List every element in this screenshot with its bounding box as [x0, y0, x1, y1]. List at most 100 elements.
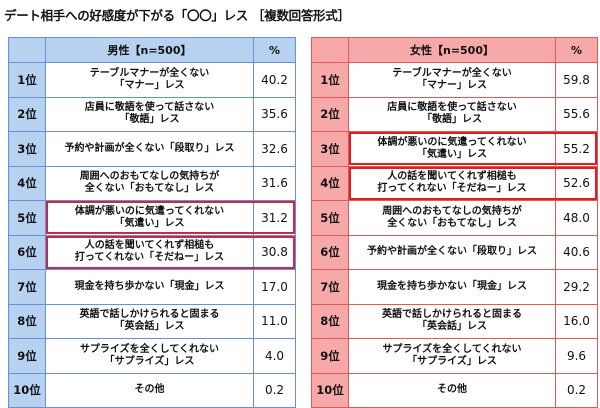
item-line-2: 「敬語」レス — [119, 114, 180, 126]
header-percent: % — [555, 37, 598, 63]
item-line-1: 体調が悪いのに気遣ってくれない — [74, 205, 225, 217]
percent-cell: 55.6 — [555, 96, 598, 132]
rank-cell: 5位 — [311, 200, 349, 236]
percent-cell: 52.6 — [555, 165, 598, 201]
item-cell: テーブルマナーが全くない 「マナー」レス — [45, 62, 254, 98]
item-line-1: 人の話を聞いてくれず相槌も — [387, 171, 517, 183]
item-line-1: その他 — [437, 384, 467, 396]
item-cell: テーブルマナーが全くない 「マナー」レス — [348, 62, 556, 98]
table-row: 2位 店員に敬語を使って話さない 「敬語」レス 35.6 — [8, 96, 296, 132]
item-cell: 体調が悪いのに気遣ってくれない 「気遣い」レス — [45, 200, 254, 236]
item-line-2: 「敬語」レス — [422, 114, 482, 126]
item-cell: 英語で話しかけられると固まる 「英会話」レス — [45, 303, 254, 339]
rank-cell: 3位 — [8, 131, 46, 167]
header-percent: % — [253, 37, 296, 63]
percent-cell: 0.2 — [555, 372, 598, 408]
item-line-1: その他 — [134, 384, 165, 396]
percent-cell: 55.2 — [555, 131, 598, 167]
table-row: 10位 その他 0.2 — [311, 372, 598, 408]
item-line-2: 「英会話」レス — [417, 321, 487, 333]
item-line-1: サプライズを全くしてくれない — [79, 343, 220, 355]
item-cell: その他 — [45, 372, 254, 408]
item-line-1: 英語で話しかけられると固まる — [79, 309, 220, 321]
item-cell: 周囲へのおもてなしの気持ちが 全くない「おもてなし」レス — [45, 165, 254, 201]
item-cell: 店員に敬語を使って話さない 「敬語」レス — [348, 96, 556, 132]
item-cell: 現金を持ち歩かない「現金」レス — [348, 269, 556, 305]
item-line-1: 店員に敬語を使って話さない — [387, 102, 517, 114]
rank-cell: 4位 — [8, 165, 46, 201]
percent-cell: 48.0 — [555, 200, 598, 236]
rank-cell: 1位 — [8, 62, 46, 98]
rank-cell: 3位 — [311, 131, 349, 167]
table-header: 男性【n=500】 % — [8, 37, 296, 63]
item-line-1: テーブルマナーが全くない — [89, 67, 210, 79]
item-line-1: 現金を持ち歩かない「現金」レス — [377, 280, 527, 292]
item-line-1: 予約や計画が全くない「段取り」レス — [367, 246, 537, 258]
percent-cell: 30.8 — [253, 234, 296, 270]
item-line-2: 打ってくれない「そだねー」レス — [74, 252, 225, 264]
item-line-1: 現金を持ち歩かない「現金」レス — [74, 280, 225, 292]
table-row: 10位 その他 0.2 — [8, 372, 296, 408]
percent-cell: 40.6 — [555, 234, 598, 270]
rank-cell: 7位 — [311, 269, 349, 305]
table-row: 9位 サプライズを全くしてくれない 「サプライズ」レス 4.0 — [8, 338, 296, 374]
percent-cell: 4.0 — [253, 338, 296, 374]
item-line-2: 「マナー」レス — [417, 79, 487, 91]
item-line-2: 打ってくれない「そだねー」レス — [377, 183, 527, 195]
item-cell: 店員に敬語を使って話さない 「敬語」レス — [45, 96, 254, 132]
percent-cell: 32.6 — [253, 131, 296, 167]
percent-cell: 16.0 — [555, 303, 598, 339]
header-group: 女性【n=500】 — [348, 37, 556, 63]
table-row: 6位 人の話を聞いてくれず相槌も 打ってくれない「そだねー」レス 30.8 — [8, 234, 296, 270]
item-cell: 英語で話しかけられると固まる 「英会話」レス — [348, 303, 556, 339]
rank-cell: 1位 — [311, 62, 349, 98]
female-ranking-table: 女性【n=500】 % 1位 テーブルマナーが全くない 「マナー」レス 59.8 2… — [311, 37, 598, 408]
item-cell: 人の話を聞いてくれず相槌も 打ってくれない「そだねー」レス — [45, 234, 254, 270]
table-row: 1位 テーブルマナーが全くない 「マナー」レス 40.2 — [8, 62, 296, 98]
item-cell: 人の話を聞いてくれず相槌も 打ってくれない「そだねー」レス — [348, 165, 556, 201]
table-row: 4位 周囲へのおもてなしの気持ちが 全くない「おもてなし」レス 31.6 — [8, 165, 296, 201]
page-title: デート相手への好感度が下がる「〇〇」レス ［複数回答形式］ — [4, 8, 350, 23]
item-line-1: 体調が悪いのに気遣ってくれない — [377, 136, 527, 148]
rank-cell: 10位 — [8, 372, 46, 408]
item-line-2: 「サプライズ」レス — [104, 355, 195, 367]
percent-cell: 11.0 — [253, 303, 296, 339]
male-ranking-table: 男性【n=500】 % 1位 テーブルマナーが全くない 「マナー」レス 40.2 2… — [8, 37, 296, 408]
item-line-1: 周囲へのおもてなしの気持ちが — [382, 205, 522, 217]
table-row: 6位 予約や計画が全くない「段取り」レス 40.6 — [311, 234, 598, 270]
table-row: 1位 テーブルマナーが全くない 「マナー」レス 59.8 — [311, 62, 598, 98]
table-row: 8位 英語で話しかけられると固まる 「英会話」レス 11.0 — [8, 303, 296, 339]
table-row: 3位 体調が悪いのに気遣ってくれない 「気遣い」レス 55.2 — [311, 131, 598, 167]
item-line-2: 全くない「おもてなし」レス — [84, 183, 215, 195]
rank-cell: 10位 — [311, 372, 349, 408]
item-line-2: 「気遣い」レス — [417, 148, 487, 160]
item-cell: 体調が悪いのに気遣ってくれない 「気遣い」レス — [348, 131, 556, 167]
item-cell: サプライズを全くしてくれない 「サプライズ」レス — [45, 338, 254, 374]
header-blank — [311, 37, 349, 63]
item-line-2: 全くない「おもてなし」レス — [387, 217, 517, 229]
item-line-1: 周囲へのおもてなしの気持ちが — [79, 171, 220, 183]
rank-cell: 7位 — [8, 269, 46, 305]
percent-cell: 40.2 — [253, 62, 296, 98]
table-row: 7位 現金を持ち歩かない「現金」レス 29.2 — [311, 269, 598, 305]
table-header: 女性【n=500】 % — [311, 37, 598, 63]
item-cell: 予約や計画が全くない「段取り」レス — [348, 234, 556, 270]
item-cell: 現金を持ち歩かない「現金」レス — [45, 269, 254, 305]
percent-cell: 29.2 — [555, 269, 598, 305]
rank-cell: 6位 — [8, 234, 46, 270]
table-row: 5位 体調が悪いのに気遣ってくれない 「気遣い」レス 31.2 — [8, 200, 296, 236]
percent-cell: 17.0 — [253, 269, 296, 305]
rank-cell: 6位 — [311, 234, 349, 270]
item-line-2: 「気遣い」レス — [114, 217, 185, 229]
rank-cell: 8位 — [8, 303, 46, 339]
rank-cell: 2位 — [311, 96, 349, 132]
header-group: 男性【n=500】 — [45, 37, 254, 63]
table-row: 5位 周囲へのおもてなしの気持ちが 全くない「おもてなし」レス 48.0 — [311, 200, 598, 236]
rank-cell: 9位 — [311, 338, 349, 374]
percent-cell: 59.8 — [555, 62, 598, 98]
item-cell: その他 — [348, 372, 556, 408]
table-row: 7位 現金を持ち歩かない「現金」レス 17.0 — [8, 269, 296, 305]
item-line-2: 「マナー」レス — [114, 79, 185, 91]
item-line-2: 「サプライズ」レス — [407, 355, 497, 367]
table-row: 2位 店員に敬語を使って話さない 「敬語」レス 55.6 — [311, 96, 598, 132]
